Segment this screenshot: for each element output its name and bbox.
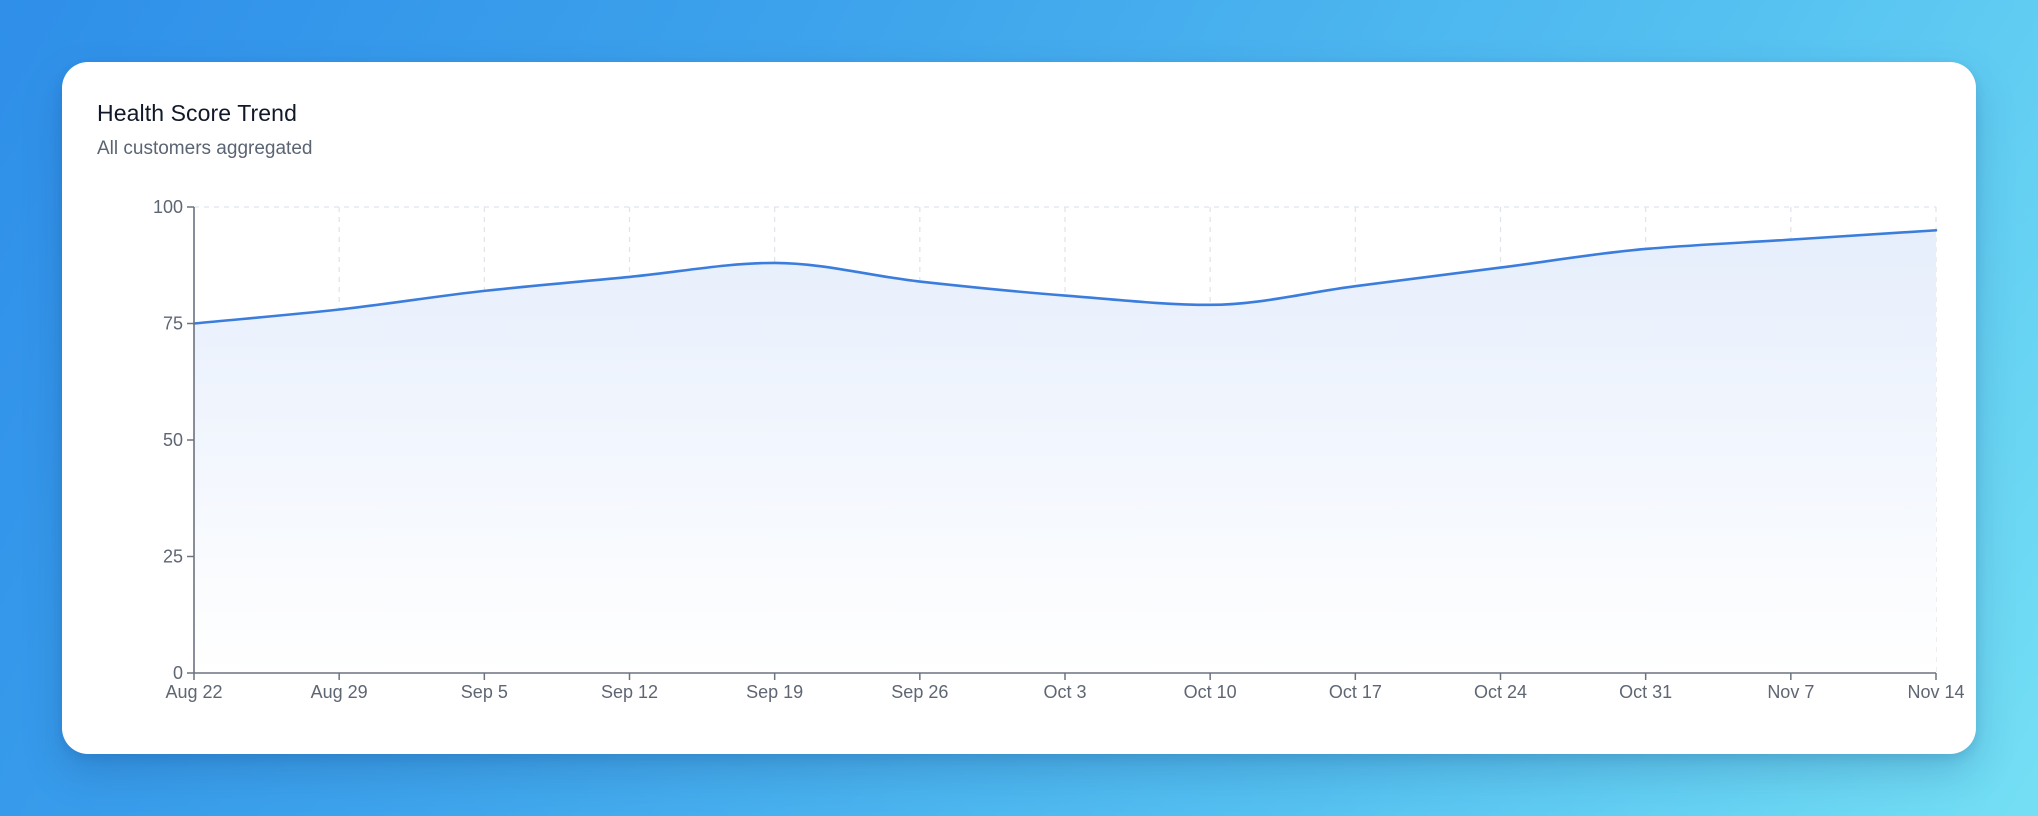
chart-card: Health Score Trend All customers aggrega… bbox=[62, 62, 1976, 754]
x-tick-label: Sep 26 bbox=[891, 682, 948, 702]
area-chart: 0 25 50 75 100 Aug 22 Aug 29 Sep 5 Sep 12 Sep 19 S… bbox=[153, 197, 1965, 702]
x-tick-label: Nov 14 bbox=[1907, 682, 1964, 702]
chart-title: Health Score Trend bbox=[97, 100, 297, 126]
x-tick-label: Oct 17 bbox=[1329, 682, 1382, 702]
y-tick-label: 0 bbox=[173, 663, 183, 683]
series-line bbox=[192, 229, 1938, 325]
x-tick-label: Oct 31 bbox=[1619, 682, 1672, 702]
x-tick-label: Oct 3 bbox=[1043, 682, 1086, 702]
y-tick-label: 50 bbox=[163, 430, 183, 450]
y-tick-label: 100 bbox=[153, 197, 183, 217]
x-tick-label: Oct 10 bbox=[1184, 682, 1237, 702]
x-tick-label: Sep 19 bbox=[746, 682, 803, 702]
x-tick-label: Oct 24 bbox=[1474, 682, 1527, 702]
x-tick-label: Nov 7 bbox=[1767, 682, 1814, 702]
chart-subtitle: All customers aggregated bbox=[97, 138, 313, 159]
x-tick-label: Aug 22 bbox=[165, 682, 222, 702]
y-tick-label: 25 bbox=[163, 547, 183, 567]
area-fill bbox=[194, 230, 1936, 674]
x-tick-label: Sep 12 bbox=[601, 682, 658, 702]
x-tick-label: Aug 29 bbox=[311, 682, 368, 702]
x-tick-label: Sep 5 bbox=[461, 682, 508, 702]
y-tick-label: 75 bbox=[163, 314, 183, 334]
